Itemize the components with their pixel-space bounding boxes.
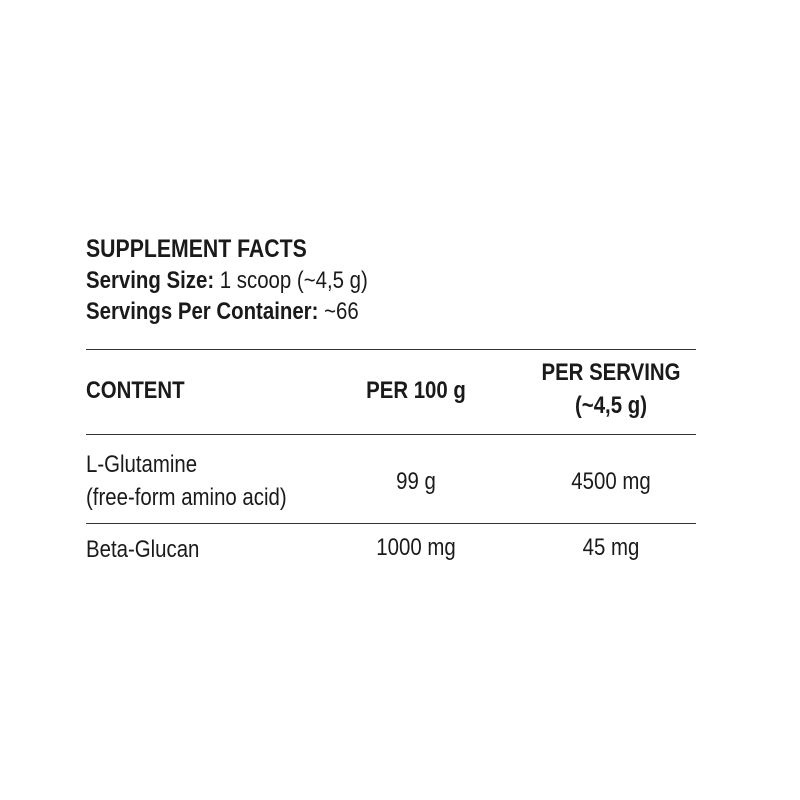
facts-table: CONTENT PER 100 g PER SERVING (~4,5 g) L… [86,0,696,800]
divider [86,349,696,350]
row-per-serving: 4500 mg [571,468,651,495]
serving-size-label: Serving Size: [86,267,215,294]
header-per-serving: PER SERVING [541,359,681,386]
serving-size: Serving Size: 1 scoop (~4,5 g) [86,265,605,296]
header-per-serving-size: (~4,5 g) [574,392,647,419]
panel-title: SUPPLEMENT FACTS [86,235,307,263]
row-name: Beta-Glucan [86,536,200,563]
row-per-100g: 99 g [396,468,436,495]
servings-label: Servings Per Container: [86,298,319,325]
row-per-100g: 1000 mg [376,534,456,561]
row-name: L-Glutamine [86,451,198,478]
header-content: CONTENT [86,377,185,404]
row-subname: (free-form amino acid) [86,484,287,511]
supplement-facts-panel: SUPPLEMENT FACTS Serving Size: 1 scoop (… [86,233,696,327]
serving-size-value: 1 scoop (~4,5 g) [214,267,368,294]
divider [86,434,696,435]
row-per-serving: 45 mg [582,534,640,561]
servings-per-container: Servings Per Container: ~66 [86,296,605,327]
servings-value: ~66 [318,298,359,325]
header-per-100g: PER 100 g [366,377,466,404]
divider [86,523,696,524]
